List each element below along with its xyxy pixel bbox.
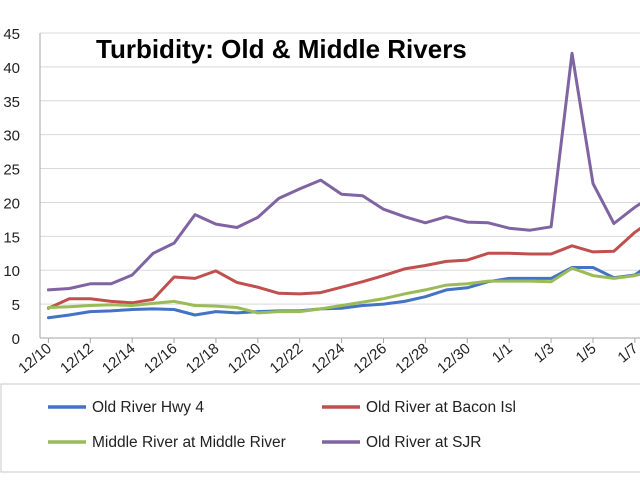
legend: Old River Hwy 4 Old River at Bacon Isl Mid… — [48, 399, 516, 451]
x-tick-label-12-18: 12/18 — [183, 340, 223, 377]
x-tick-label-1-3: 1/3 — [531, 340, 558, 366]
y-tick-label-15: 15 — [3, 229, 20, 246]
x-tick-label-12-12: 12/12 — [57, 340, 97, 377]
y-tick-label-45: 45 — [3, 26, 20, 43]
x-tick-label-12-14: 12/14 — [99, 340, 139, 377]
x-tick-label-12-16: 12/16 — [141, 340, 181, 377]
x-tick-label-1-5: 1/5 — [573, 340, 600, 366]
series-line-0 — [46, 266, 640, 320]
series-line-2 — [46, 266, 640, 315]
y-tick-label-35: 35 — [3, 94, 20, 111]
y-tick-label-20: 20 — [3, 195, 20, 212]
y-tick-label-40: 40 — [3, 60, 20, 77]
series-line-3 — [46, 51, 640, 292]
grid-lines — [40, 32, 640, 305]
x-tick-label-1-1: 1/1 — [489, 340, 516, 366]
y-tick-label-0: 0 — [12, 331, 20, 348]
legend-label-2: Middle River at Middle River — [92, 434, 286, 451]
y-tick-label-30: 30 — [3, 128, 20, 145]
series-lines — [46, 51, 640, 320]
y-tick-label-5: 5 — [12, 297, 20, 314]
legend-label-1: Old River at Bacon Isl — [366, 399, 516, 416]
x-tick-label-12-28: 12/28 — [392, 340, 432, 377]
legend-label-3: Old River at SJR — [366, 434, 481, 451]
x-tick-label-12-26: 12/26 — [350, 340, 390, 377]
x-tick-label-12-22: 12/22 — [267, 340, 307, 377]
chart-title: Turbidity: Old & Middle Rivers — [96, 34, 467, 64]
x-tick-label-12-10: 12/10 — [15, 340, 55, 377]
x-tick-label-12-24: 12/24 — [309, 340, 349, 377]
series-line-1 — [46, 226, 640, 310]
legend-label-0: Old River Hwy 4 — [92, 399, 204, 416]
legend-box — [0, 383, 640, 473]
y-tick-label-25: 25 — [3, 162, 20, 179]
axes — [39, 33, 640, 343]
x-tick-label-1-7: 1/7 — [615, 340, 640, 366]
x-tick-label-12-30: 12/30 — [434, 340, 474, 377]
y-tick-label-10: 10 — [3, 263, 20, 280]
x-tick-label-12-20: 12/20 — [225, 340, 265, 377]
